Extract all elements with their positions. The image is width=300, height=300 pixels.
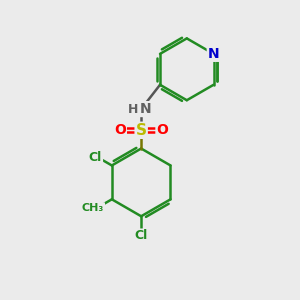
Text: N: N bbox=[140, 102, 152, 116]
Text: O: O bbox=[156, 123, 168, 137]
Text: Cl: Cl bbox=[134, 230, 148, 242]
Text: O: O bbox=[114, 123, 126, 137]
Text: H: H bbox=[128, 103, 138, 116]
Text: S: S bbox=[136, 123, 147, 138]
Text: N: N bbox=[208, 47, 219, 61]
Text: CH₃: CH₃ bbox=[82, 203, 104, 213]
Text: Cl: Cl bbox=[89, 151, 102, 164]
